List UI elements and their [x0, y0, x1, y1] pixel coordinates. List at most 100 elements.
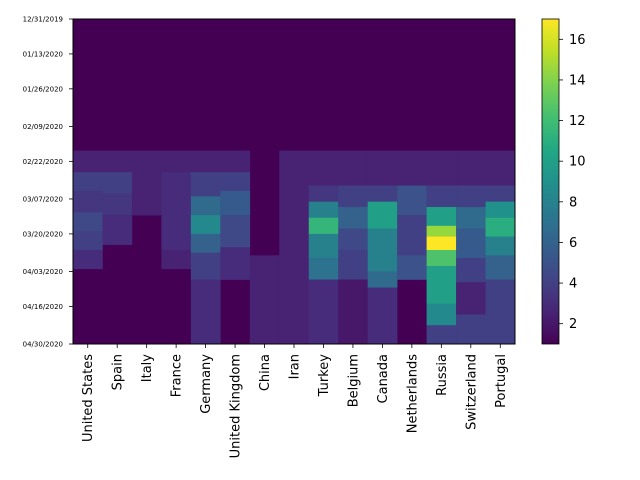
heatmap-cell	[397, 150, 427, 186]
heatmap-cell	[102, 150, 133, 173]
heatmap-cell	[308, 150, 339, 186]
colorbar: 2 4 6 8 10 12 14 16	[541, 18, 586, 345]
heatmap-cell	[190, 279, 221, 345]
heatmap-cell	[73, 231, 103, 251]
heatmap-cell	[73, 172, 103, 192]
y-tick-label: 02/09/2020	[23, 123, 63, 131]
heatmap-cell	[485, 201, 516, 219]
heatmap-cell	[220, 150, 251, 173]
heatmap-cell	[102, 193, 133, 216]
heatmap-cell	[308, 258, 339, 280]
heatmap-cell	[485, 236, 516, 256]
heatmap-cell	[190, 196, 221, 216]
heatmap-cell	[338, 249, 368, 280]
heatmap-cell	[338, 185, 368, 208]
y-tick-label: 01/26/2020	[23, 85, 63, 93]
heatmap-cell	[338, 207, 368, 229]
y-tick-label: 03/07/2020	[23, 195, 63, 203]
heatmap-cell	[102, 215, 133, 245]
heatmap-cell	[308, 217, 339, 235]
heatmap-cell	[397, 185, 427, 216]
x-tick-label: Iran	[288, 354, 303, 379]
heatmap-cell	[73, 190, 103, 213]
heatmap-cell	[102, 172, 133, 194]
heatmap-cell	[308, 201, 339, 219]
heatmap-cell	[220, 247, 251, 280]
heatmap-cell	[456, 282, 486, 315]
x-tick-label: Canada	[376, 354, 391, 403]
heatmap-cell	[73, 150, 103, 173]
colorbar-tick-label: 4	[569, 277, 577, 292]
heatmap-cell	[397, 215, 427, 256]
heatmap-cell	[426, 236, 457, 251]
y-tick-label: 03/20/2020	[23, 230, 63, 238]
heatmap-cell	[456, 258, 486, 283]
heatmap-cell	[485, 217, 516, 237]
colorbar-tick-label: 6	[569, 236, 577, 251]
heatmap-cell	[456, 314, 486, 345]
heatmap-cell	[161, 172, 192, 251]
heatmap-cell	[308, 185, 339, 202]
heatmap-cell	[456, 207, 486, 229]
x-tick-label: China	[258, 354, 273, 391]
heatmap-cell	[426, 249, 457, 267]
heatmap-cell	[367, 287, 398, 345]
heatmap-cell	[220, 190, 251, 216]
heatmap-cell	[190, 252, 221, 280]
colorbar-tick-label: 14	[569, 73, 586, 88]
colorbar-tick-label: 12	[569, 114, 586, 129]
y-tick-label: 12/31/2019	[23, 16, 63, 24]
heatmap-cell	[426, 225, 457, 237]
y-tick-label: 04/30/2020	[23, 341, 63, 349]
heatmap-cell	[426, 266, 457, 305]
plot-area	[72, 18, 516, 345]
colorbar-tick-label: 16	[569, 33, 586, 48]
heatmap-cell	[367, 271, 398, 288]
heatmap-cell	[190, 150, 221, 173]
y-axis: 12/31/2019 01/13/2020 01/26/2020 02/09/2020…	[23, 16, 73, 349]
heatmap-cell	[308, 279, 339, 345]
heatmap-cell	[338, 150, 368, 186]
heatmap-cell	[367, 201, 398, 229]
heatmap-cell	[426, 303, 457, 326]
colorbar-tick-label: 2	[569, 317, 577, 332]
x-tick-label: Netherlands	[405, 354, 420, 433]
heatmap-cell	[367, 150, 398, 186]
heatmap-cell	[73, 249, 103, 270]
heatmap-cell	[161, 249, 192, 270]
heatmap-cell	[338, 228, 368, 251]
heatmap-cell	[73, 212, 103, 232]
heatmap-cell	[456, 185, 486, 208]
heatmap-cell	[190, 215, 221, 235]
x-axis: United States Spain Italy France Germany Unit…	[81, 344, 509, 458]
heatmap-cell	[131, 150, 162, 216]
heatmap-cell	[485, 279, 516, 345]
colorbar-tick-label: 10	[569, 155, 586, 170]
heatmap-cell	[367, 228, 398, 272]
heatmap-cell	[426, 207, 457, 227]
x-tick-label: Switzerland	[464, 354, 479, 430]
heatmap-cell	[220, 215, 251, 248]
x-tick-label: Italy	[140, 354, 155, 383]
x-tick-label: Portugal	[494, 354, 509, 408]
heatmap-cell	[485, 255, 516, 280]
y-tick-label: 04/03/2020	[23, 268, 63, 276]
heatmap-cell	[485, 185, 516, 202]
colorbar-tick-label: 8	[569, 195, 577, 210]
heatmap-cell	[190, 233, 221, 253]
y-tick-label: 02/22/2020	[23, 158, 63, 166]
heatmap-cell	[161, 150, 192, 173]
heatmap-cell	[485, 150, 516, 186]
heatmap-cell	[338, 279, 368, 345]
heatmap-cell	[397, 255, 427, 280]
heatmap-cell	[426, 325, 457, 345]
heatmap-cell	[367, 185, 398, 202]
x-tick-label: Germany	[199, 354, 214, 414]
y-tick-label: 01/13/2020	[23, 50, 63, 58]
x-tick-label: Spain	[111, 354, 126, 390]
x-tick-label: Russia	[435, 354, 450, 396]
x-tick-label: United States	[81, 354, 96, 442]
heatmap-cell	[220, 172, 251, 192]
y-tick-label: 04/16/2020	[23, 303, 63, 311]
